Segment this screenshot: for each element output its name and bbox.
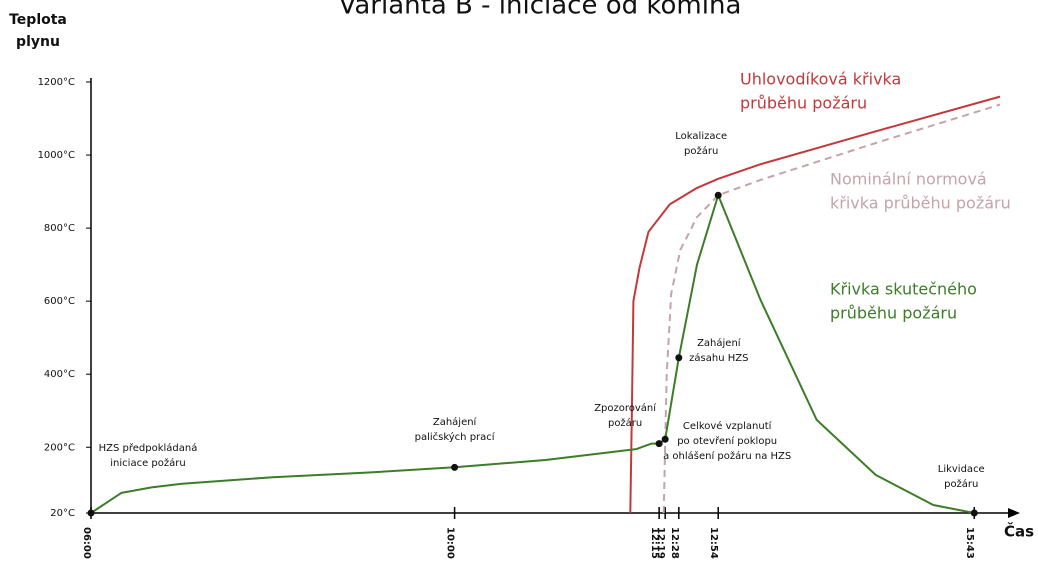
x-tick-label: 12:28 bbox=[669, 527, 680, 559]
y-tick-label: 20°C bbox=[50, 508, 75, 519]
annotation: Zpozorování bbox=[594, 402, 657, 414]
series-label: Nominální normová bbox=[830, 170, 987, 189]
x-axis-label: Čas bbox=[1004, 522, 1034, 541]
series-label: Uhlovodíková křivka bbox=[740, 70, 901, 89]
series-line bbox=[662, 103, 1001, 514]
x-tick-label: 12:19 bbox=[655, 527, 666, 559]
annotation: Zahájení bbox=[697, 337, 742, 349]
annotation: Zahájení bbox=[433, 416, 478, 428]
annotation: a ohlášení požáru na HZS bbox=[663, 450, 791, 462]
x-axis-arrow bbox=[1008, 508, 1020, 518]
y-tick-label: 1000°C bbox=[38, 150, 75, 161]
annotation: požáru bbox=[608, 417, 642, 429]
annotation: iniciace požáru bbox=[110, 457, 185, 469]
y-tick-label: 200°C bbox=[44, 442, 75, 453]
x-tick-label: 10:00 bbox=[445, 527, 456, 559]
annotation: paličských prací bbox=[415, 431, 496, 443]
event-point bbox=[970, 509, 978, 517]
y-axis-label: Teplota bbox=[9, 12, 67, 28]
event-point bbox=[451, 463, 459, 471]
x-tick-label: 12:54 bbox=[708, 527, 719, 559]
annotation: HZS předpokládaná bbox=[99, 442, 198, 454]
series-line bbox=[90, 194, 975, 514]
y-tick-label: 1200°C bbox=[38, 77, 75, 88]
annotation: Likvidace bbox=[938, 464, 985, 475]
annotation: Lokalizace bbox=[675, 131, 727, 142]
y-tick-label: 800°C bbox=[44, 223, 75, 234]
y-axis-label: plynu bbox=[16, 34, 60, 50]
annotation: zásahu HZS bbox=[689, 352, 748, 364]
y-tick-label: 400°C bbox=[44, 369, 75, 380]
annotation: požáru bbox=[944, 478, 978, 490]
y-tick-label: 600°C bbox=[44, 296, 75, 307]
x-tick-label: 15:43 bbox=[964, 527, 975, 559]
series-label: průběhu požáru bbox=[740, 94, 867, 113]
chart-title: Varianta B - iniciace od komína bbox=[339, 0, 742, 21]
event-point bbox=[675, 354, 683, 362]
x-tick-label: 12:15 bbox=[649, 527, 660, 559]
annotation: po otevření poklopu bbox=[677, 435, 777, 447]
x-tick-label: 06:00 bbox=[81, 527, 92, 559]
series-line bbox=[629, 95, 1001, 514]
series-label: křivka průběhu požáru bbox=[830, 194, 1011, 213]
annotation: Celkové vzplanutí bbox=[683, 420, 773, 432]
event-point bbox=[714, 191, 722, 199]
series-label: průběhu požáru bbox=[830, 304, 957, 323]
event-point bbox=[655, 440, 663, 448]
series-label: Křivka skutečného bbox=[830, 280, 977, 299]
event-point bbox=[661, 435, 669, 443]
event-point bbox=[87, 509, 95, 517]
annotation: požáru bbox=[684, 145, 718, 157]
